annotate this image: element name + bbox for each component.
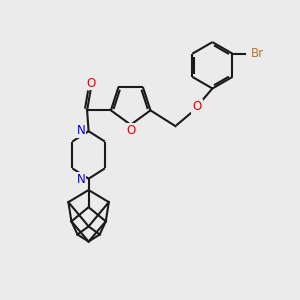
Text: O: O (127, 124, 136, 137)
Text: O: O (86, 76, 95, 89)
Text: N: N (77, 173, 85, 186)
Text: Br: Br (251, 47, 264, 60)
Text: N: N (77, 124, 85, 137)
Text: O: O (192, 100, 202, 113)
